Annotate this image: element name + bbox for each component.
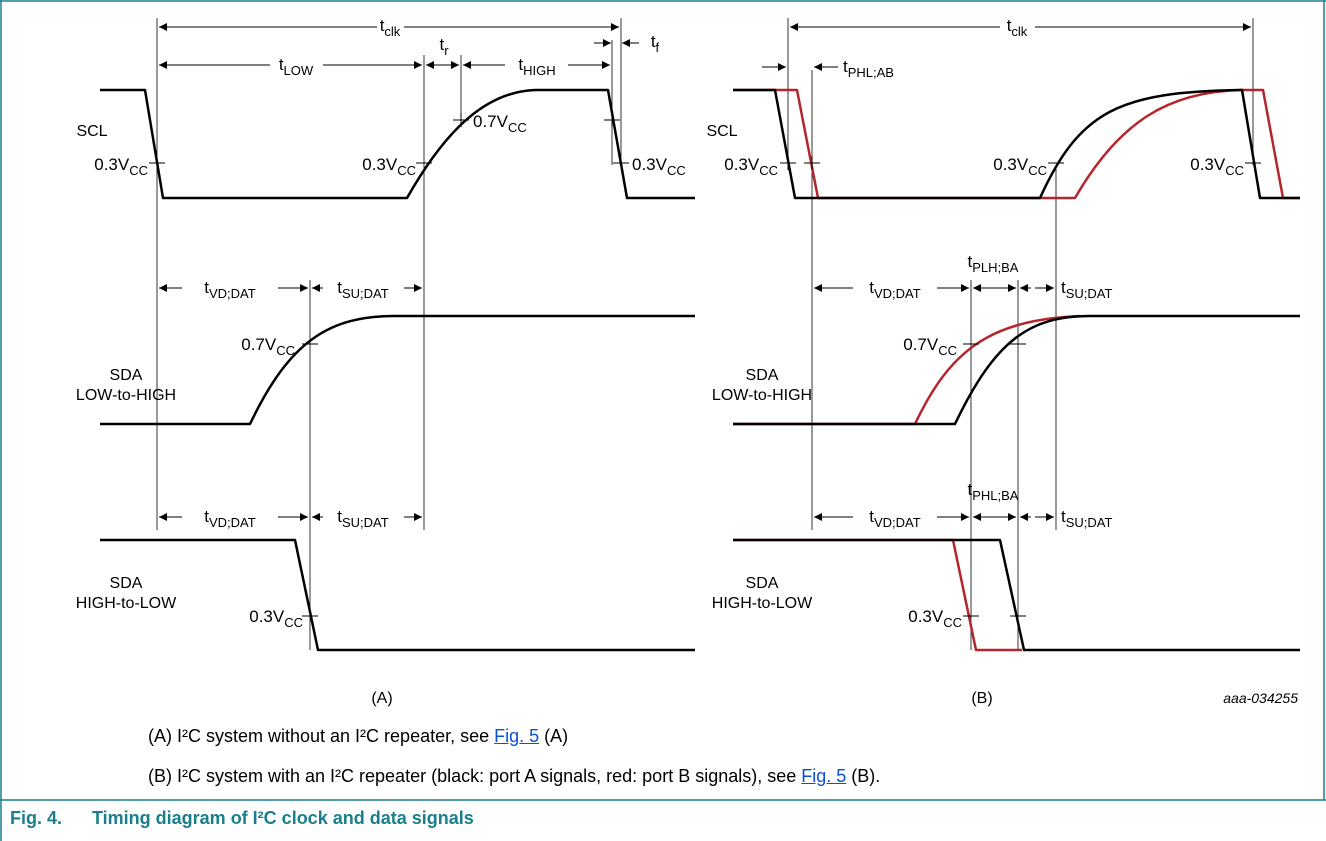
sda-high-to-low-port-a-waveform (733, 538, 1300, 652)
high-to-low-label: HIGH-to-LOW (76, 595, 177, 612)
sda-high-to-low-waveform (100, 538, 695, 652)
v03-label: 0.3VCC (908, 607, 962, 630)
figure-title: Fig. 4. Timing diagram of I²C clock and d… (10, 808, 474, 829)
v03-label: 0.3VCC (724, 155, 778, 178)
tvd-label: tVD;DAT (204, 507, 255, 530)
tsu-label: tSU;DAT (1061, 507, 1112, 530)
tf-label: tf (651, 32, 660, 55)
figure-code: aaa-034255 (1223, 690, 1298, 706)
v07-label: 0.7VCC (473, 112, 527, 135)
panel-a: tclk tLOW tr tHIGH tf SCL 0.3VCC 0.3VCC … (76, 16, 695, 707)
caption-line-b: (B) I²C system with an I²C repeater (bla… (148, 766, 880, 787)
tvd-label: tVD;DAT (204, 278, 255, 301)
v03-label: 0.3VCC (94, 155, 148, 178)
low-to-high-label: LOW-to-HIGH (712, 387, 812, 404)
sda-low-to-high-port-b-waveform (733, 314, 1081, 426)
scl-port-b-waveform (733, 88, 1300, 200)
tsu-label: tSU;DAT (337, 278, 388, 301)
tr-label: tr (439, 35, 449, 58)
v03-label: 0.3VCC (993, 155, 1047, 178)
scl-label: SCL (76, 123, 107, 140)
low-to-high-label: LOW-to-HIGH (76, 387, 176, 404)
sda-low-to-high-port-a-waveform (733, 314, 1300, 426)
tclk-label: tclk (380, 16, 401, 39)
tvd-label: tVD;DAT (869, 278, 920, 301)
panel-a-label: (A) (371, 690, 392, 707)
sda-label: SDA (746, 367, 779, 384)
v03-label: 0.3VCC (362, 155, 416, 178)
sda-label: SDA (110, 575, 143, 592)
tclk-label: tclk (1007, 16, 1028, 39)
panel-b-label: (B) (971, 690, 992, 707)
v03-label: 0.3VCC (1190, 155, 1244, 178)
caption-a-text: (A) I²C system without an I²C repeater, … (148, 726, 495, 746)
thigh-label: tHIGH (518, 55, 555, 78)
tphl-ba-label: tPHL;BA (968, 480, 1019, 503)
figure-number: Fig. 4. (10, 808, 63, 828)
sda-label: SDA (110, 367, 143, 384)
panel-b: tclk tPHL;AB SCL 0.3VCC 0.3VCC 0.3VCC tV… (706, 16, 1300, 707)
tphl-ab-label: tPHL;AB (843, 57, 894, 80)
tsu-label: tSU;DAT (337, 507, 388, 530)
scl-waveform (100, 88, 695, 200)
tvd-label: tVD;DAT (869, 507, 920, 530)
scl-port-a-waveform (733, 88, 1300, 200)
caption-b-suffix: (B). (846, 766, 881, 786)
fig5-link[interactable]: Fig. 5 (801, 766, 847, 786)
v03-label: 0.3VCC (249, 607, 303, 630)
tplh-ba-label: tPLH;BA (968, 252, 1019, 275)
tlow-label: tLOW (279, 55, 314, 78)
fig5-link[interactable]: Fig. 5 (494, 726, 540, 746)
sda-label: SDA (746, 575, 779, 592)
v03-label: 0.3VCC (632, 155, 686, 178)
high-to-low-label: HIGH-to-LOW (712, 595, 813, 612)
caption-b-text: (B) I²C system with an I²C repeater (bla… (148, 766, 802, 786)
caption-line-a: (A) I²C system without an I²C repeater, … (148, 726, 568, 747)
caption-a-suffix: (A) (539, 726, 569, 746)
scl-label: SCL (706, 123, 737, 140)
figure-title-text: Timing diagram of I²C clock and data sig… (92, 808, 474, 828)
v07-label: 0.7VCC (241, 335, 295, 358)
v07-label: 0.7VCC (903, 335, 957, 358)
tsu-label: tSU;DAT (1061, 278, 1112, 301)
sda-low-to-high-waveform (100, 314, 695, 426)
